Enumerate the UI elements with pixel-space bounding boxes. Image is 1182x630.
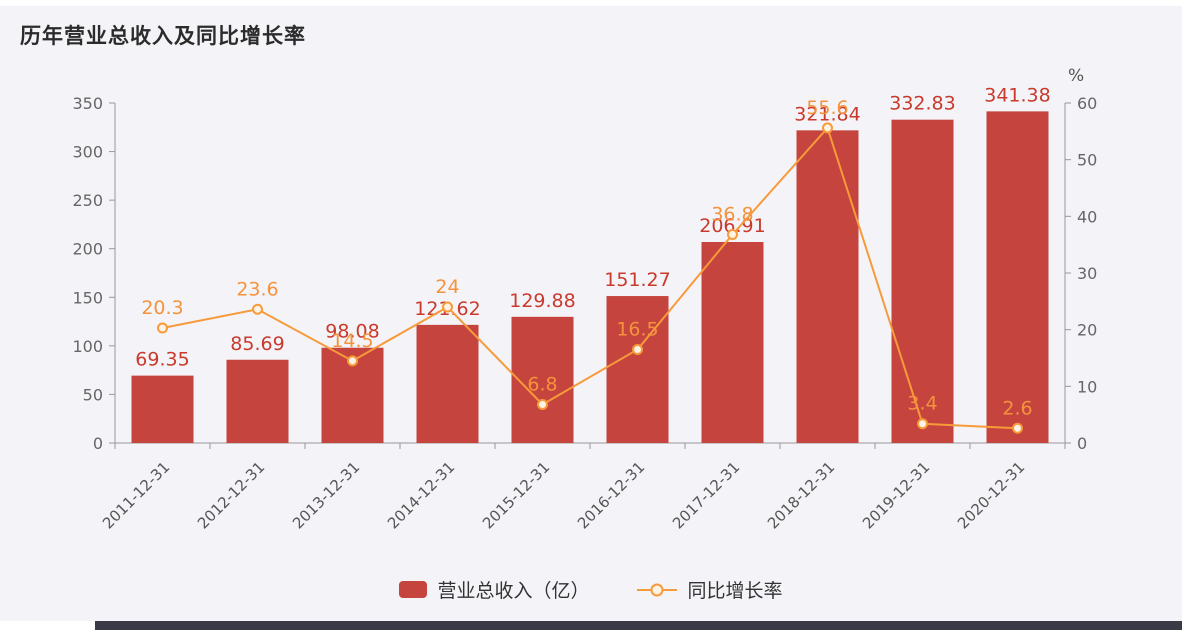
x-axis-category-label: 2012-12-31: [194, 458, 268, 532]
growth-point-marker[interactable]: [537, 398, 548, 410]
revenue-bar-label: 206.91: [699, 215, 765, 237]
revenue-bar[interactable]: [416, 324, 479, 443]
revenue-bar[interactable]: [606, 296, 669, 443]
revenue-bar-label: 332.83: [889, 93, 955, 115]
revenue-bar-label: 85.69: [230, 333, 284, 355]
left-axis-tick-label: 150: [72, 288, 103, 307]
revenue-bar[interactable]: [986, 111, 1049, 443]
x-axis-category-label: 2016-12-31: [574, 458, 648, 532]
right-axis-unit: %: [1068, 66, 1085, 86]
top-white-strip: [0, 0, 1182, 6]
legend-item-revenue[interactable]: 营业总收入（亿）: [399, 576, 590, 603]
revenue-bar-label: 321.84: [794, 103, 860, 125]
chart-title: 历年营业总收入及同比增长率: [20, 24, 306, 48]
revenue-bar-label: 151.27: [604, 269, 670, 291]
x-axis-category-label: 2013-12-31: [289, 458, 363, 532]
right-axis-tick-label: 10: [1077, 377, 1097, 396]
x-axis-category-label: 2015-12-31: [479, 458, 553, 532]
revenue-bar[interactable]: [226, 359, 289, 443]
legend-item-growth[interactable]: 同比增长率: [636, 576, 783, 603]
revenue-bar[interactable]: [891, 119, 954, 443]
left-axis-tick-label: 300: [72, 143, 103, 162]
growth-point-label: 3.4: [907, 393, 937, 415]
growth-point-marker[interactable]: [252, 303, 263, 315]
revenue-bar-label: 341.38: [984, 84, 1050, 106]
x-axis-category-label: 2019-12-31: [859, 458, 933, 532]
chart-legend: 营业总收入（亿） 同比增长率: [0, 576, 1182, 603]
growth-point-marker[interactable]: [822, 122, 833, 134]
bottom-left-white-strip: [0, 621, 95, 630]
growth-point-label: 23.6: [236, 278, 278, 300]
growth-point-label: 6.8: [527, 373, 557, 395]
growth-point-marker[interactable]: [1012, 422, 1023, 434]
revenue-bar[interactable]: [131, 375, 194, 443]
revenue-bar-label: 69.35: [135, 349, 189, 371]
growth-line: [162, 125, 1018, 430]
left-axis-tick-label: 0: [93, 434, 103, 453]
revenue-bar[interactable]: [511, 316, 574, 443]
right-axis-tick-label: 50: [1077, 151, 1097, 170]
left-axis-tick-label: 250: [72, 191, 103, 210]
bar-series-swatch-icon: [399, 581, 428, 598]
growth-point-marker[interactable]: [917, 418, 928, 430]
legend-revenue-label: 营业总收入（亿）: [437, 580, 590, 602]
right-axis-tick-label: 30: [1077, 264, 1097, 283]
right-axis-tick-label: 20: [1077, 321, 1097, 340]
growth-point-marker[interactable]: [727, 228, 738, 240]
left-axis-tick-label: 50: [83, 385, 103, 404]
right-axis-tick-label: 0: [1077, 434, 1087, 453]
growth-point-label: 2.6: [1002, 397, 1032, 419]
bottom-dark-bar: [95, 621, 1182, 630]
right-axis-tick-label: 60: [1077, 94, 1097, 113]
x-axis-category-label: 2018-12-31: [764, 458, 838, 532]
x-axis-category-label: 2014-12-31: [384, 458, 458, 532]
growth-point-marker[interactable]: [157, 322, 168, 334]
left-axis-tick-label: 200: [72, 240, 103, 259]
growth-point-marker[interactable]: [347, 355, 358, 367]
x-axis-category-label: 2017-12-31: [669, 458, 743, 532]
right-axis-tick-label: 40: [1077, 207, 1097, 226]
line-series-marker-icon: [636, 583, 677, 596]
legend-growth-label: 同比增长率: [687, 580, 783, 602]
growth-point-marker[interactable]: [632, 344, 643, 355]
growth-point-label: 16.5: [616, 319, 658, 341]
revenue-bar-label: 98.08: [325, 321, 379, 343]
growth-point-label: 24: [435, 276, 459, 298]
revenue-bar[interactable]: [796, 130, 859, 444]
growth-point-label: 14.5: [331, 330, 373, 352]
x-axis-category-label: 2011-12-31: [99, 458, 173, 532]
left-axis-tick-label: 350: [72, 94, 103, 113]
revenue-bar[interactable]: [701, 242, 764, 443]
growth-point-marker[interactable]: [442, 301, 453, 313]
revenue-bar-label: 129.88: [509, 290, 575, 312]
growth-point-label: 36.8: [711, 203, 753, 225]
growth-point-label: 55.6: [806, 97, 848, 119]
x-axis-category-label: 2020-12-31: [954, 458, 1028, 532]
growth-point-label: 20.3: [141, 297, 183, 319]
left-axis-tick-label: 100: [72, 337, 103, 356]
